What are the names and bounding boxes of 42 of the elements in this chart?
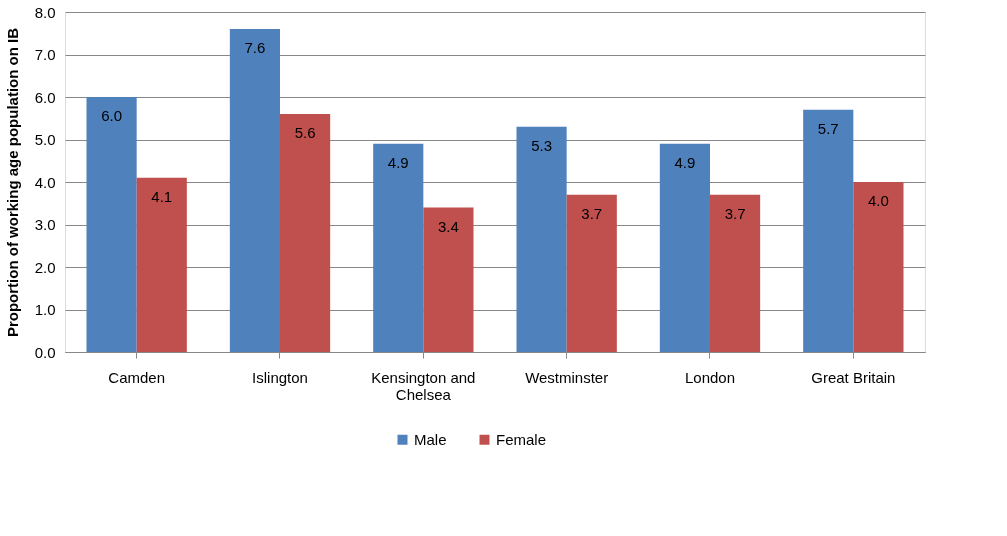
x-tick-label: London [684, 368, 736, 386]
x-tick-label: Kensington and Chelsea [371, 368, 476, 403]
legend-label: Female [496, 430, 547, 448]
data-label: 5.7 [817, 119, 839, 137]
data-label: 4.9 [674, 153, 696, 171]
y-tick-label: 8.0 [34, 3, 56, 21]
bar [516, 126, 567, 352]
y-tick-label: 2.0 [34, 258, 56, 276]
y-tick-label: 0.0 [34, 343, 56, 361]
y-tick-label: 5.0 [34, 131, 56, 148]
y-tick-label: 3.0 [34, 216, 56, 233]
data-label: 5.3 [531, 136, 553, 154]
data-label: 4.0 [867, 192, 889, 209]
x-tick-label: Islington [252, 368, 308, 386]
x-tick-label: Camden [108, 368, 166, 386]
bar [710, 194, 761, 352]
legend-label: Male [414, 430, 447, 448]
bar [423, 207, 474, 352]
y-tick-label: 6.0 [34, 88, 56, 106]
bar [803, 109, 854, 352]
y-tick-label: 1.0 [34, 301, 56, 318]
bar [280, 114, 331, 352]
bar [853, 182, 904, 352]
bar [86, 97, 137, 352]
bar [659, 143, 710, 352]
data-label: 4.1 [151, 187, 173, 205]
data-label: 3.4 [437, 217, 459, 235]
bar [566, 194, 617, 352]
data-label: 7.6 [244, 39, 266, 56]
x-tick-label: Great Britain [811, 368, 896, 386]
data-label: 4.9 [387, 153, 409, 171]
bar [373, 143, 424, 352]
data-label: 3.7 [724, 204, 746, 222]
y-tick-label: 7.0 [34, 46, 56, 63]
bar [136, 177, 187, 352]
y-axis-title: Proportion of working age population on IB [3, 27, 21, 338]
bar [229, 29, 280, 352]
x-tick-label: Westminster [525, 368, 609, 386]
y-tick-label: 4.0 [34, 173, 56, 191]
data-label: 6.0 [101, 107, 123, 124]
data-label: 5.6 [294, 124, 316, 141]
data-label: 3.7 [581, 204, 603, 222]
